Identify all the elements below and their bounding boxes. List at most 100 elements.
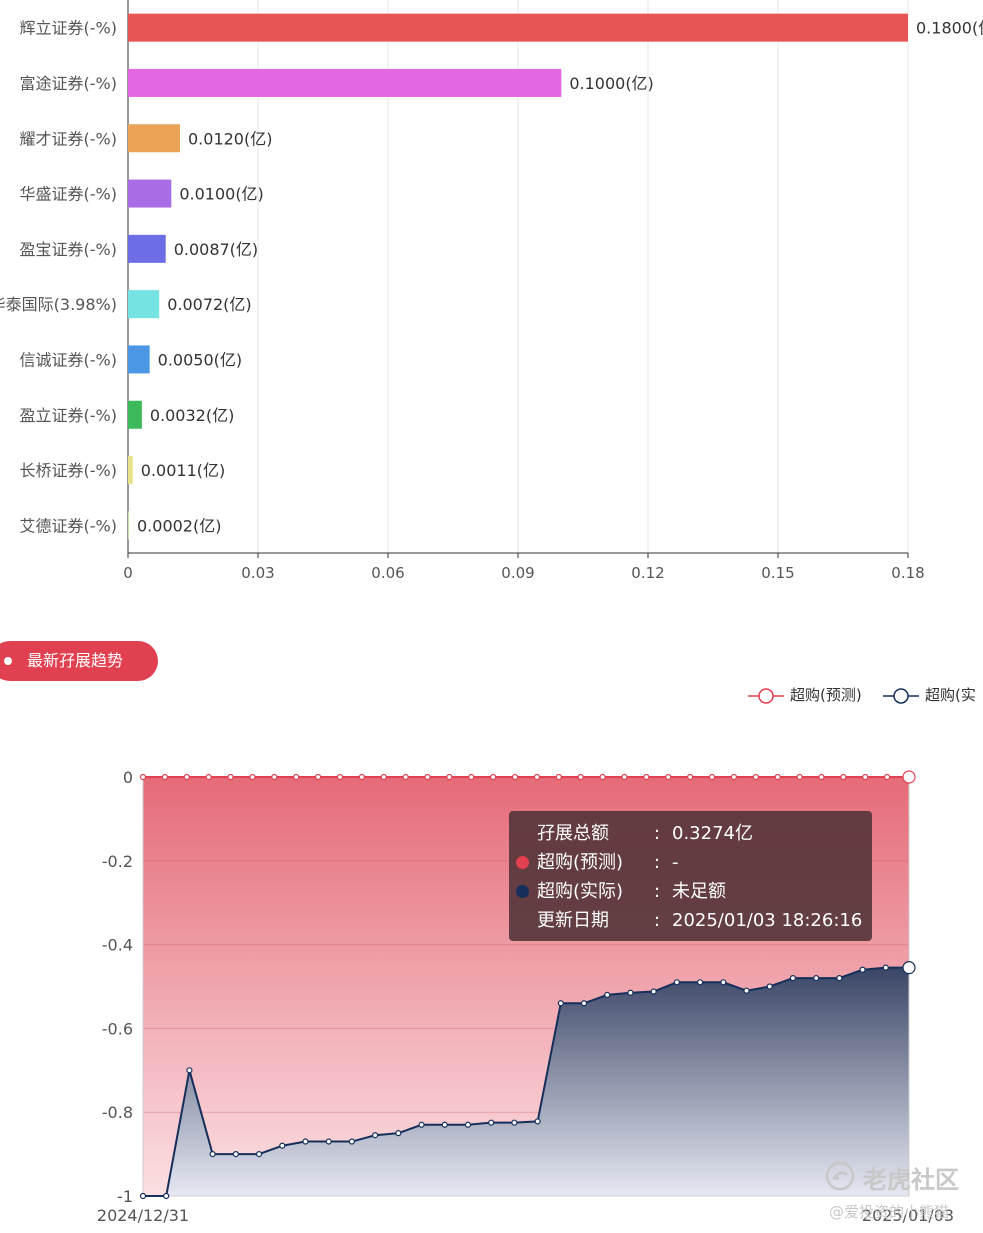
- actual-point: [836, 975, 843, 982]
- forecast-point: [139, 773, 147, 781]
- forecast-point: [511, 773, 519, 781]
- actual-area: [143, 967, 909, 1196]
- actual-point: [534, 1118, 541, 1125]
- bar: [128, 511, 129, 540]
- actual-point: [627, 989, 634, 996]
- watermark-author: @爱投资的小熊猫: [829, 1203, 950, 1221]
- forecast-point: [183, 773, 190, 781]
- actual-point: [650, 988, 657, 995]
- bar: [128, 290, 160, 319]
- tooltip-value: 0.3274亿: [672, 823, 753, 844]
- y-tick-label: -0.8: [102, 1103, 133, 1122]
- tooltip-colon: :: [654, 852, 661, 873]
- bar-value-label: 0.0120(亿): [188, 129, 272, 148]
- tooltip-label: 更新日期: [537, 910, 609, 931]
- tooltip-row-actual: 超购(实际) : 未足额: [509, 877, 872, 906]
- tooltip-row-total: 孖展总额 : 0.3274亿: [509, 819, 872, 848]
- actual-point: [209, 1150, 216, 1158]
- tooltip-value: 2025/01/03 18:26:16: [672, 910, 863, 931]
- forecast-point: [643, 773, 650, 781]
- actual-point: [557, 1000, 564, 1007]
- actual-point: [139, 1192, 147, 1200]
- x-tick-label: 0.03: [241, 564, 274, 582]
- actual-point: [464, 1121, 472, 1128]
- series-dot-icon: [516, 885, 529, 898]
- bar: [128, 68, 562, 97]
- actual-point: [348, 1138, 356, 1145]
- actual-point: [372, 1132, 379, 1139]
- actual-point: [789, 975, 797, 982]
- x-tick-label: 0: [123, 564, 133, 582]
- forecast-point: [380, 773, 387, 781]
- bar-value-label: 0.0072(亿): [167, 295, 251, 314]
- legend-label-actual: 超购(实: [925, 686, 976, 704]
- forecast-point: [730, 773, 738, 781]
- actual-point: [696, 979, 704, 986]
- forecast-point: [555, 773, 562, 781]
- x-tick-label: 0.06: [371, 564, 404, 582]
- forecast-point: [446, 773, 453, 781]
- tiger-logo-icon: [825, 1161, 855, 1191]
- actual-point: [163, 1192, 170, 1200]
- category-label: 信诚证券(-%): [20, 350, 117, 369]
- forecast-point: [402, 773, 409, 781]
- watermark-brand: 老虎社区: [863, 1166, 959, 1194]
- actual-point: [488, 1119, 495, 1126]
- badge-label: 最新孖展趋势: [27, 651, 124, 670]
- tooltip-label: 孖展总额: [537, 823, 609, 844]
- actual-point: [418, 1121, 425, 1128]
- forecast-point: [818, 773, 825, 781]
- legend-item-actual[interactable]: 超购(实: [883, 684, 976, 705]
- bar: [128, 13, 908, 42]
- category-label: 华盛证券(-%): [20, 185, 117, 204]
- forecast-point: [271, 773, 278, 781]
- tooltip-label: 超购(实际): [537, 881, 624, 902]
- actual-point: [859, 966, 866, 973]
- forecast-point: [424, 773, 431, 781]
- forecast-point: [577, 773, 584, 781]
- legend-label-forecast: 超购(预测): [790, 686, 862, 704]
- bar: [128, 345, 150, 374]
- category-label: 辉立证券(-%): [20, 19, 117, 38]
- actual-point: [882, 964, 889, 971]
- x-tick-label: 2024/12/31: [97, 1206, 189, 1225]
- actual-point: [325, 1138, 332, 1145]
- forecast-point: [621, 773, 628, 781]
- tooltip-colon: :: [654, 910, 661, 931]
- y-tick-label: -1: [117, 1187, 133, 1206]
- forecast-point: [358, 773, 365, 781]
- forecast-point: [902, 770, 916, 784]
- legend-item-forecast[interactable]: 超购(预测): [748, 684, 862, 705]
- category-label: 耀才证券(-%): [20, 129, 117, 148]
- broker-margin-bar-chart: 0 0.03 0.06 0.09 0.12 0.15 0.18 辉立证券(-%) 0.1800(…: [0, 0, 983, 582]
- category-label: 富途证券(-%): [20, 74, 117, 93]
- category-label: 盈立证券(-%): [20, 406, 117, 425]
- actual-point: [580, 1000, 588, 1007]
- forecast-point: [249, 773, 256, 781]
- chart-tooltip: 孖展总额 : 0.3274亿 超购(预测) : - 超购(实际) : 未足额 更…: [509, 811, 872, 941]
- actual-point: [720, 979, 727, 986]
- actual-point: [255, 1150, 263, 1158]
- category-label: 艾德证券(-%): [20, 516, 117, 535]
- forecast-point: [205, 773, 212, 781]
- forecast-point: [752, 773, 759, 781]
- bar-value-label: 0.0032(亿): [150, 406, 234, 425]
- forecast-point: [774, 773, 781, 781]
- y-tick-label: -0.6: [102, 1019, 133, 1038]
- forecast-point: [687, 773, 694, 781]
- x-tick-label: 0.15: [761, 564, 794, 582]
- tooltip-row-forecast: 超购(预测) : -: [509, 848, 872, 877]
- tooltip-row-date: 更新日期 : 2025/01/03 18:26:16: [509, 906, 872, 935]
- x-tick-label: 2025/01/03: [862, 1206, 954, 1225]
- forecast-point: [884, 773, 891, 781]
- actual-point: [395, 1130, 402, 1137]
- actual-point: [441, 1121, 448, 1128]
- forecast-point: [708, 773, 716, 781]
- actual-point: [673, 979, 680, 986]
- legend-circle-icon: [883, 687, 919, 704]
- forecast-point: [599, 773, 606, 781]
- trend-section-badge[interactable]: 最新孖展趋势: [0, 641, 158, 681]
- forecast-point: [293, 773, 300, 781]
- bar: [128, 234, 166, 263]
